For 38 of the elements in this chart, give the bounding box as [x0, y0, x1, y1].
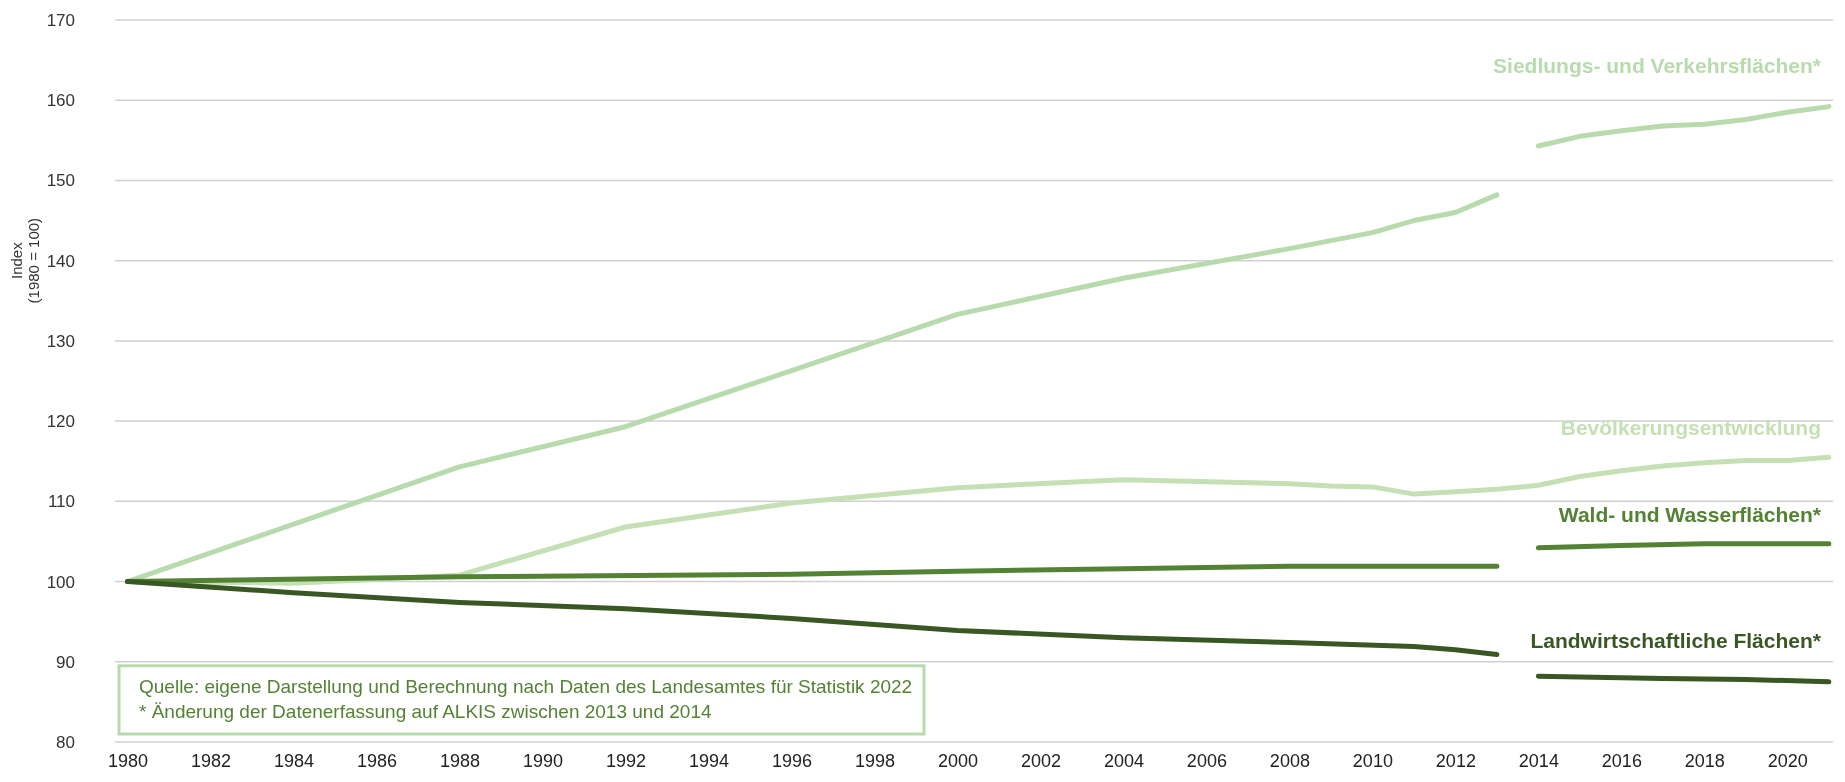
- x-tick-label: 2020: [1767, 750, 1808, 771]
- y-tick-label: 120: [46, 412, 75, 432]
- x-tick-label: 2012: [1435, 750, 1476, 771]
- y-tick-label: 160: [46, 91, 75, 111]
- y-tick-label: 80: [56, 732, 75, 752]
- x-tick-label: 1988: [439, 750, 480, 771]
- y-tick-label: 150: [46, 171, 75, 191]
- x-tick-label: 1984: [273, 750, 314, 771]
- x-tick-label: 2008: [1269, 750, 1310, 771]
- series-label: Bevölkerungsentwicklung: [1560, 416, 1821, 440]
- x-tick-label: 1990: [522, 750, 563, 771]
- x-tick-label: 1992: [605, 750, 646, 771]
- annotation: * Änderung der Datenerfassung auf ALKIS zwischen 2013 und 2014: [139, 700, 712, 722]
- x-tick-label: 2006: [1186, 750, 1227, 771]
- y-tick-label: 110: [47, 492, 75, 512]
- series-label: Siedlungs- und Verkehrsflächen*: [1493, 53, 1822, 77]
- x-tick-label: 1980: [107, 750, 148, 771]
- series-label: Wald- und Wasserflächen*: [1558, 502, 1822, 526]
- x-tick-label: 1986: [356, 750, 397, 771]
- annotation: Quelle: eigene Darstellung und Berechnung nach Daten des Landesamtes für Statistik 2022: [139, 675, 913, 697]
- x-tick-label: 2018: [1684, 750, 1725, 771]
- x-tick-label: 1982: [190, 750, 231, 771]
- y-tick-label: 90: [56, 652, 75, 672]
- x-tick-label: 1994: [688, 750, 729, 771]
- y-tick-label: 100: [46, 572, 75, 592]
- series-label: Landwirtschaftliche Flächen*: [1530, 628, 1822, 652]
- y-tick-label: 170: [46, 10, 75, 30]
- x-tick-label: 2014: [1518, 750, 1559, 771]
- x-tick-label: 2000: [937, 750, 978, 771]
- x-tick-label: 2004: [1103, 750, 1144, 771]
- y-tick-label: 140: [46, 251, 75, 271]
- x-tick-label: 2002: [1020, 750, 1061, 771]
- x-tick-label: 1996: [771, 750, 812, 771]
- y-tick-label: 130: [46, 331, 75, 351]
- x-tick-label: 2016: [1601, 750, 1642, 771]
- x-tick-label: 2010: [1352, 750, 1393, 771]
- x-tick-label: 1998: [854, 750, 895, 771]
- y-axis-title: Index (1980 = 100): [8, 217, 42, 304]
